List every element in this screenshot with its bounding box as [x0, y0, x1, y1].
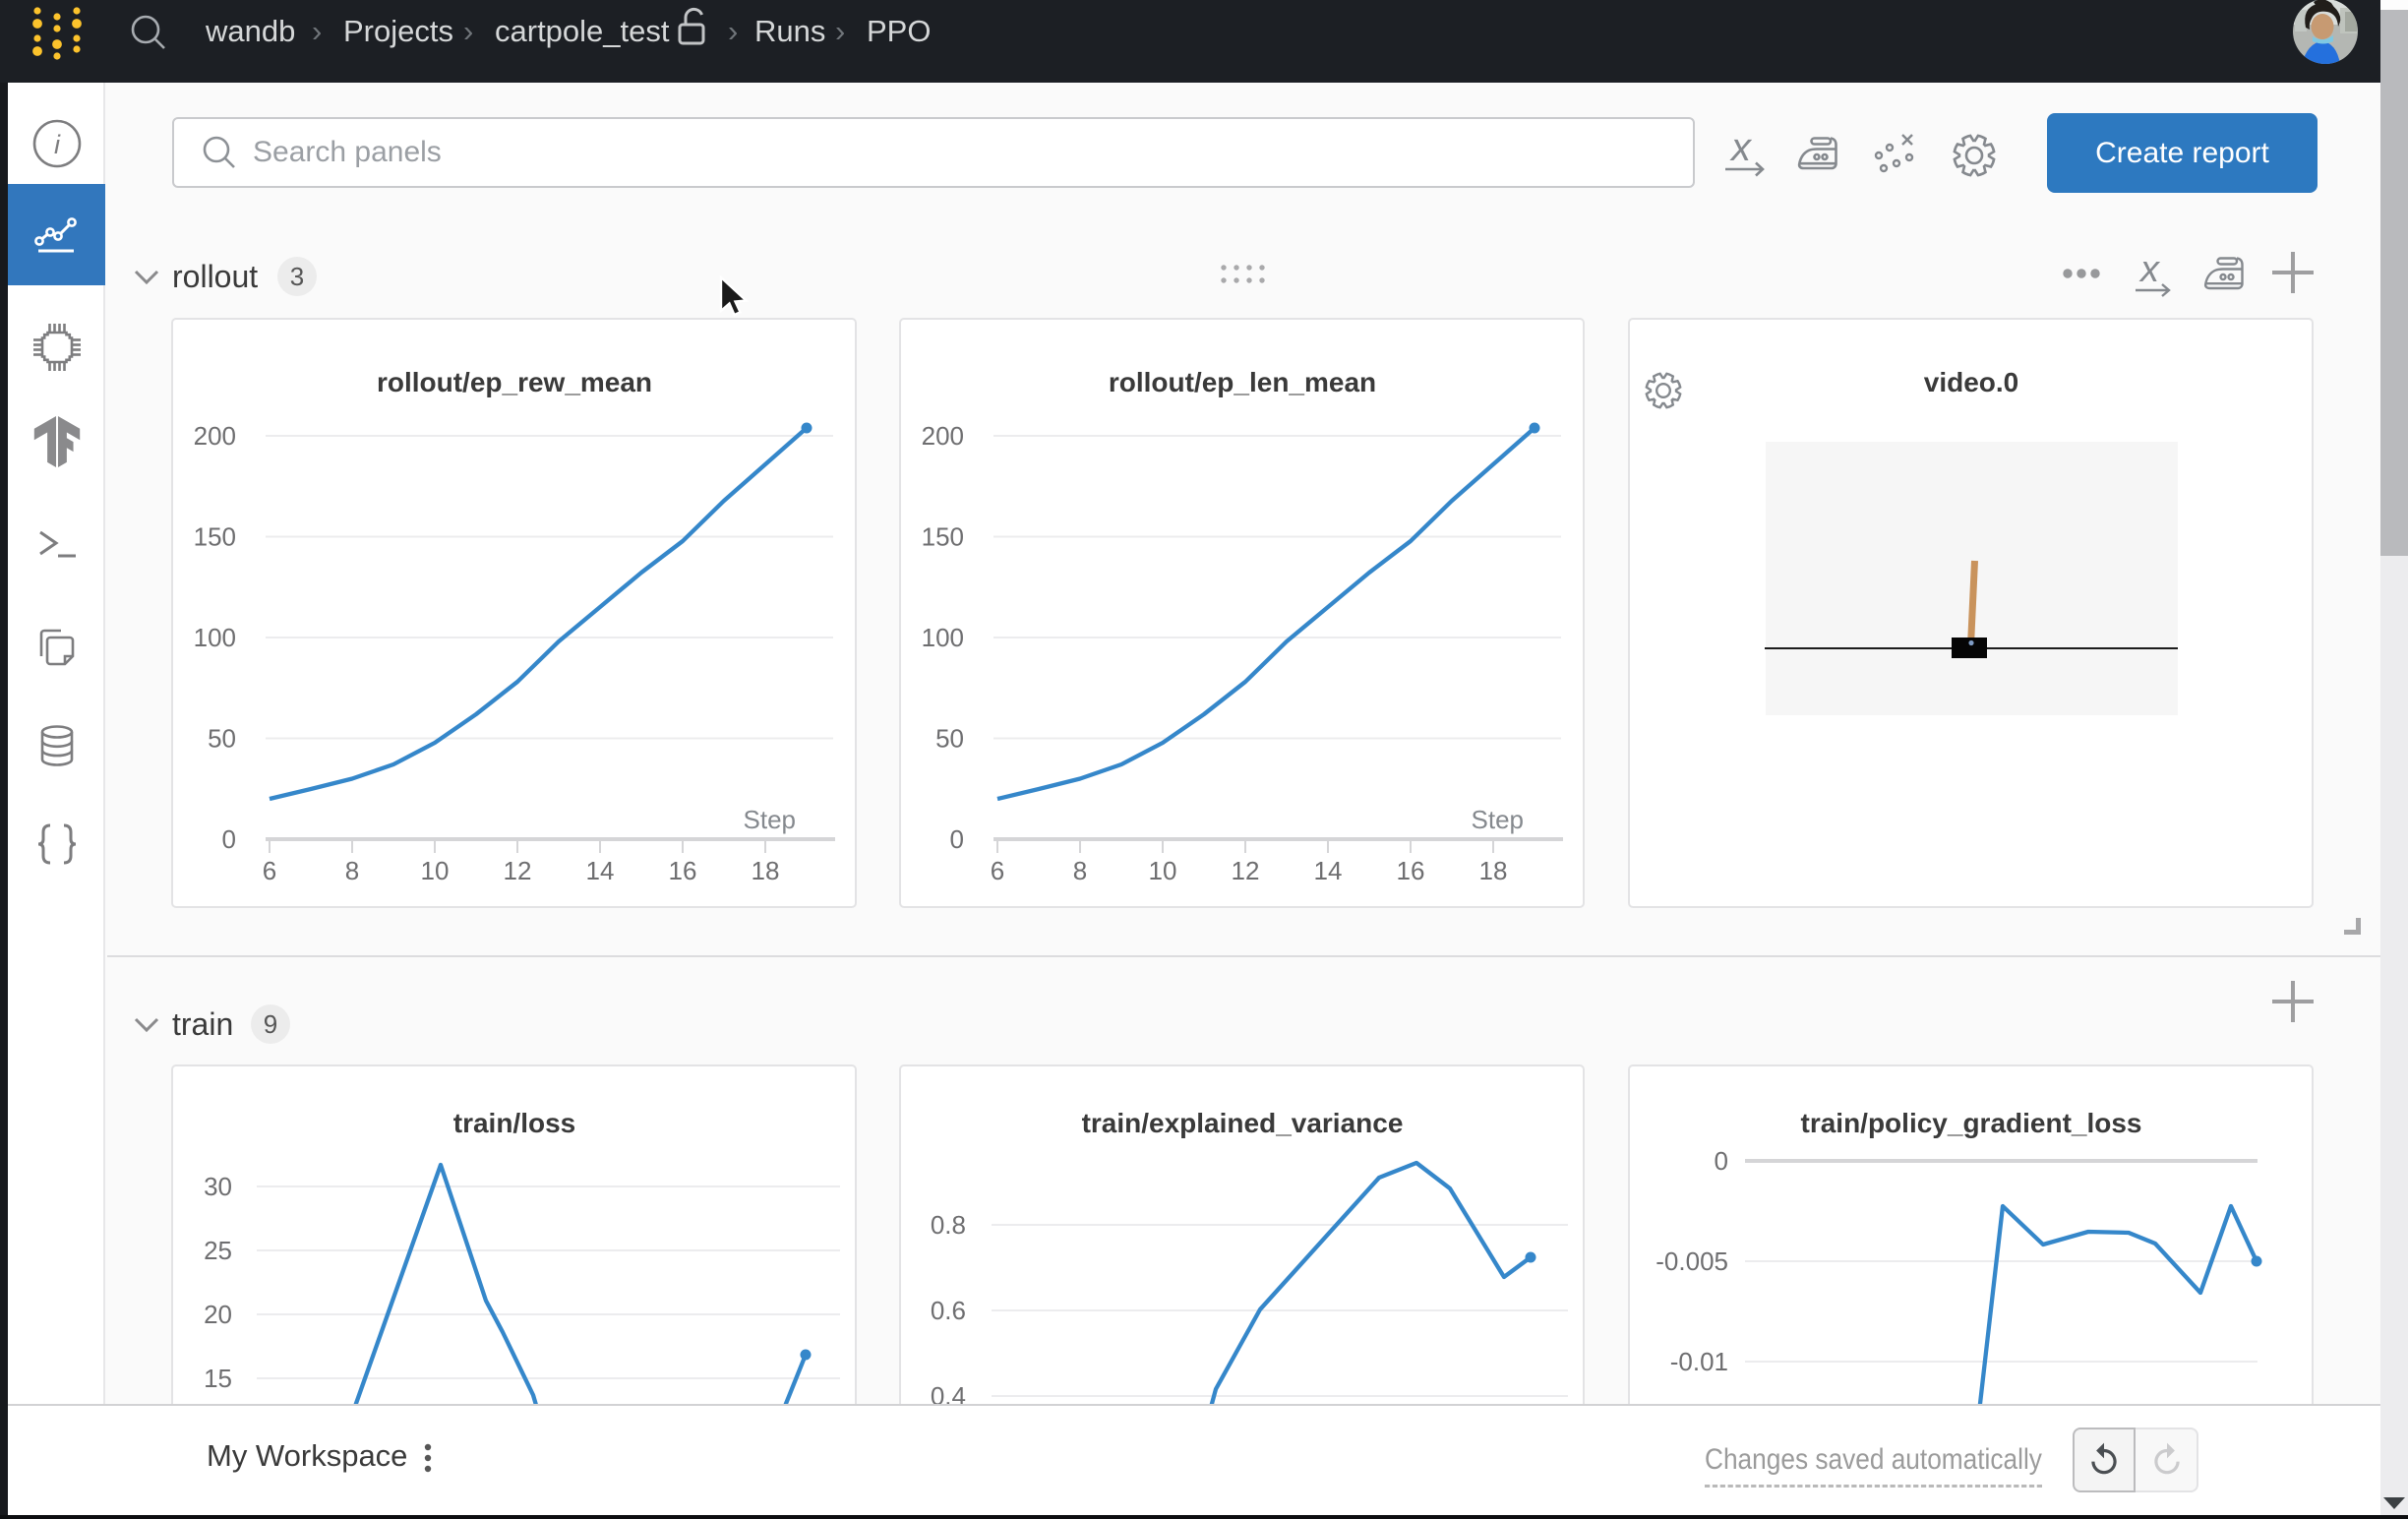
svg-text:100: 100	[922, 623, 964, 652]
svg-text:video.0: video.0	[1924, 367, 2018, 397]
svg-text:Projects: Projects	[343, 14, 453, 48]
svg-text:0.6: 0.6	[931, 1296, 966, 1325]
svg-text:0.8: 0.8	[931, 1210, 966, 1240]
svg-text:200: 200	[194, 421, 236, 451]
svg-text:›: ›	[728, 14, 738, 48]
svg-text:14: 14	[1314, 856, 1343, 885]
svg-text:0: 0	[222, 824, 236, 854]
svg-text:50: 50	[935, 724, 964, 754]
svg-text:200: 200	[922, 421, 964, 451]
svg-text:12: 12	[504, 856, 532, 885]
svg-text:25: 25	[204, 1236, 232, 1265]
svg-text:i: i	[54, 130, 61, 159]
svg-text:Runs: Runs	[754, 14, 825, 48]
svg-text:-0.005: -0.005	[1656, 1246, 1728, 1276]
svg-text:train/loss: train/loss	[453, 1108, 575, 1138]
svg-text:›: ›	[463, 14, 473, 48]
svg-text:Step: Step	[744, 805, 797, 834]
svg-text:10: 10	[421, 856, 450, 885]
svg-text:15: 15	[204, 1364, 232, 1393]
svg-text:30: 30	[204, 1172, 232, 1201]
svg-text:100: 100	[194, 623, 236, 652]
svg-text:rollout/ep_len_mean: rollout/ep_len_mean	[1109, 367, 1376, 397]
svg-text:18: 18	[1479, 856, 1508, 885]
svg-text:6: 6	[991, 856, 1004, 885]
svg-text:0: 0	[950, 824, 964, 854]
svg-text:x: x	[2138, 249, 2161, 290]
svg-text:12: 12	[1232, 856, 1260, 885]
svg-text:50: 50	[208, 724, 236, 754]
svg-text:-0.01: -0.01	[1670, 1347, 1728, 1376]
svg-text:›: ›	[312, 14, 322, 48]
svg-text:PPO: PPO	[867, 14, 931, 48]
svg-text:›: ›	[835, 14, 845, 48]
svg-text:train/explained_variance: train/explained_variance	[1082, 1108, 1404, 1138]
svg-text:wandb: wandb	[205, 14, 295, 48]
svg-text:14: 14	[586, 856, 615, 885]
svg-text:10: 10	[1149, 856, 1177, 885]
svg-text:train: train	[172, 1006, 233, 1042]
svg-text:16: 16	[1397, 856, 1425, 885]
svg-text:Step: Step	[1472, 805, 1525, 834]
svg-text:x: x	[1729, 126, 1753, 169]
svg-text:16: 16	[669, 856, 697, 885]
svg-text:train/policy_gradient_loss: train/policy_gradient_loss	[1801, 1108, 2142, 1138]
svg-text:8: 8	[345, 856, 359, 885]
svg-text:9: 9	[264, 1009, 277, 1039]
svg-text:rollout: rollout	[172, 259, 258, 294]
svg-text:18: 18	[752, 856, 780, 885]
svg-text:6: 6	[263, 856, 276, 885]
svg-text:0.4: 0.4	[931, 1381, 966, 1404]
svg-text:150: 150	[922, 522, 964, 552]
svg-text:0: 0	[1715, 1146, 1728, 1176]
svg-text:150: 150	[194, 522, 236, 552]
svg-text:3: 3	[290, 262, 304, 291]
svg-text:rollout/ep_rew_mean: rollout/ep_rew_mean	[377, 367, 652, 397]
svg-text:cartpole_test: cartpole_test	[495, 14, 670, 48]
svg-text:20: 20	[204, 1300, 232, 1329]
svg-text:8: 8	[1073, 856, 1087, 885]
